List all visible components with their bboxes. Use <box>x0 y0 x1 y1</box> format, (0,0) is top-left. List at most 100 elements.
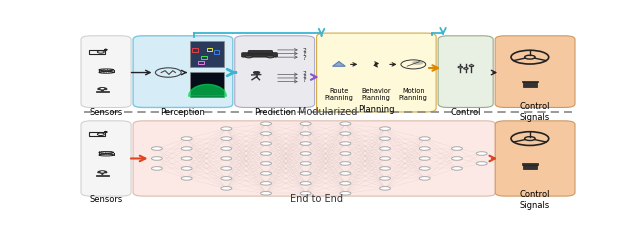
Ellipse shape <box>300 182 311 185</box>
Text: Control
Signals: Control Signals <box>520 190 550 210</box>
Text: Route
Planning: Route Planning <box>324 88 353 101</box>
Ellipse shape <box>451 157 463 160</box>
FancyBboxPatch shape <box>438 36 493 107</box>
FancyBboxPatch shape <box>523 82 537 86</box>
FancyBboxPatch shape <box>495 121 575 196</box>
FancyBboxPatch shape <box>495 36 575 107</box>
Ellipse shape <box>181 157 192 160</box>
Text: Control
Signals: Control Signals <box>520 102 550 122</box>
Text: ?: ? <box>302 71 306 77</box>
Ellipse shape <box>221 157 232 160</box>
FancyBboxPatch shape <box>133 121 495 196</box>
Text: ?: ? <box>302 74 306 80</box>
Ellipse shape <box>260 162 271 165</box>
Text: ?: ? <box>302 48 306 54</box>
Ellipse shape <box>181 137 192 140</box>
Circle shape <box>100 88 104 89</box>
Ellipse shape <box>380 167 390 170</box>
Text: LIDAR: LIDAR <box>99 152 114 157</box>
Ellipse shape <box>340 192 351 195</box>
Text: Sensors: Sensors <box>89 108 122 117</box>
Ellipse shape <box>221 187 232 190</box>
Ellipse shape <box>380 176 390 180</box>
Ellipse shape <box>340 162 351 165</box>
Ellipse shape <box>300 122 311 125</box>
Text: End to End: End to End <box>290 194 343 204</box>
Circle shape <box>458 66 463 68</box>
FancyBboxPatch shape <box>96 175 109 176</box>
Text: ?: ? <box>302 51 306 57</box>
Text: Motion
Planning: Motion Planning <box>399 88 428 101</box>
Ellipse shape <box>340 152 351 155</box>
Ellipse shape <box>300 192 311 195</box>
FancyBboxPatch shape <box>242 53 277 57</box>
Circle shape <box>245 55 253 58</box>
Ellipse shape <box>260 172 271 175</box>
Ellipse shape <box>152 157 163 160</box>
Polygon shape <box>104 49 108 50</box>
Ellipse shape <box>476 152 487 155</box>
Ellipse shape <box>380 147 390 150</box>
Ellipse shape <box>476 162 487 165</box>
FancyBboxPatch shape <box>248 51 273 54</box>
Ellipse shape <box>260 192 271 195</box>
Ellipse shape <box>300 132 311 135</box>
Circle shape <box>100 171 104 173</box>
FancyBboxPatch shape <box>235 36 315 107</box>
Ellipse shape <box>221 147 232 150</box>
FancyBboxPatch shape <box>523 164 537 169</box>
Polygon shape <box>333 62 345 66</box>
Polygon shape <box>98 88 107 91</box>
Ellipse shape <box>300 142 311 145</box>
Text: ?: ? <box>302 77 306 83</box>
Circle shape <box>469 65 474 67</box>
Text: LIDAR: LIDAR <box>99 69 114 74</box>
Ellipse shape <box>340 182 351 185</box>
Text: Modularized: Modularized <box>298 107 358 117</box>
Text: ?: ? <box>302 55 306 61</box>
Ellipse shape <box>221 127 232 130</box>
Ellipse shape <box>340 142 351 145</box>
FancyBboxPatch shape <box>317 33 436 112</box>
Ellipse shape <box>380 187 390 190</box>
Ellipse shape <box>181 147 192 150</box>
Ellipse shape <box>221 176 232 180</box>
Ellipse shape <box>419 167 430 170</box>
Ellipse shape <box>152 147 163 150</box>
Ellipse shape <box>419 176 430 180</box>
Ellipse shape <box>221 137 232 140</box>
Ellipse shape <box>181 176 192 180</box>
Ellipse shape <box>340 132 351 135</box>
FancyBboxPatch shape <box>81 121 131 196</box>
FancyBboxPatch shape <box>190 41 224 67</box>
Text: Planning: Planning <box>358 105 394 114</box>
Circle shape <box>412 61 423 65</box>
Ellipse shape <box>260 122 271 125</box>
Ellipse shape <box>99 71 114 73</box>
Ellipse shape <box>300 152 311 155</box>
FancyBboxPatch shape <box>522 81 538 82</box>
Text: Behavior
Planning: Behavior Planning <box>362 88 391 101</box>
Ellipse shape <box>260 182 271 185</box>
FancyBboxPatch shape <box>133 36 233 107</box>
Text: Perception: Perception <box>160 108 205 117</box>
Text: Prediction: Prediction <box>254 108 296 117</box>
Ellipse shape <box>260 132 271 135</box>
Ellipse shape <box>380 157 390 160</box>
Ellipse shape <box>300 172 311 175</box>
Text: Control: Control <box>450 108 481 117</box>
Ellipse shape <box>380 127 390 130</box>
Polygon shape <box>98 171 107 175</box>
FancyBboxPatch shape <box>96 91 109 92</box>
Text: Sensors: Sensors <box>89 195 122 204</box>
Ellipse shape <box>419 147 430 150</box>
Ellipse shape <box>451 147 463 150</box>
Circle shape <box>267 55 274 58</box>
FancyBboxPatch shape <box>81 36 131 107</box>
Ellipse shape <box>152 167 163 170</box>
Circle shape <box>253 71 260 74</box>
Ellipse shape <box>300 162 311 165</box>
Ellipse shape <box>340 122 351 125</box>
Ellipse shape <box>260 152 271 155</box>
Ellipse shape <box>99 154 114 156</box>
